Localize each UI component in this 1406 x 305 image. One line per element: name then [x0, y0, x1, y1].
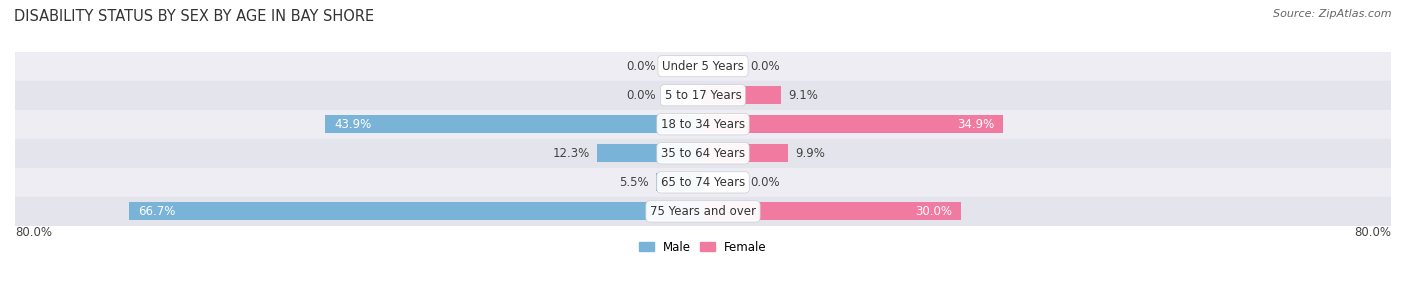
- Text: 0.0%: 0.0%: [751, 60, 780, 73]
- Text: Under 5 Years: Under 5 Years: [662, 60, 744, 73]
- Bar: [15, 52, 1391, 81]
- Text: 65 to 74 Years: 65 to 74 Years: [661, 176, 745, 189]
- Text: 35 to 64 Years: 35 to 64 Years: [661, 147, 745, 160]
- Bar: [15, 168, 1391, 197]
- Bar: [15, 197, 1391, 226]
- Text: 30.0%: 30.0%: [915, 205, 952, 218]
- Bar: [129, 203, 703, 221]
- Bar: [703, 115, 1002, 133]
- Text: 12.3%: 12.3%: [553, 147, 591, 160]
- Text: DISABILITY STATUS BY SEX BY AGE IN BAY SHORE: DISABILITY STATUS BY SEX BY AGE IN BAY S…: [14, 9, 374, 24]
- Text: 0.0%: 0.0%: [626, 60, 655, 73]
- Bar: [598, 144, 703, 162]
- Bar: [15, 110, 1391, 139]
- Bar: [15, 139, 1391, 168]
- Text: 5 to 17 Years: 5 to 17 Years: [665, 89, 741, 102]
- Text: 9.9%: 9.9%: [794, 147, 825, 160]
- Text: 75 Years and over: 75 Years and over: [650, 205, 756, 218]
- Text: 66.7%: 66.7%: [138, 205, 176, 218]
- Text: 80.0%: 80.0%: [1354, 226, 1391, 239]
- Text: 43.9%: 43.9%: [335, 118, 371, 131]
- Text: 0.0%: 0.0%: [626, 89, 655, 102]
- Bar: [703, 144, 789, 162]
- Text: 80.0%: 80.0%: [15, 226, 52, 239]
- Text: 18 to 34 Years: 18 to 34 Years: [661, 118, 745, 131]
- Text: Source: ZipAtlas.com: Source: ZipAtlas.com: [1274, 9, 1392, 19]
- Bar: [15, 81, 1391, 110]
- Bar: [703, 86, 782, 104]
- Bar: [703, 203, 960, 221]
- Bar: [325, 115, 703, 133]
- Bar: [655, 173, 703, 191]
- Text: 34.9%: 34.9%: [957, 118, 994, 131]
- Legend: Male, Female: Male, Female: [634, 236, 772, 258]
- Text: 0.0%: 0.0%: [751, 176, 780, 189]
- Text: 9.1%: 9.1%: [789, 89, 818, 102]
- Text: 5.5%: 5.5%: [619, 176, 648, 189]
